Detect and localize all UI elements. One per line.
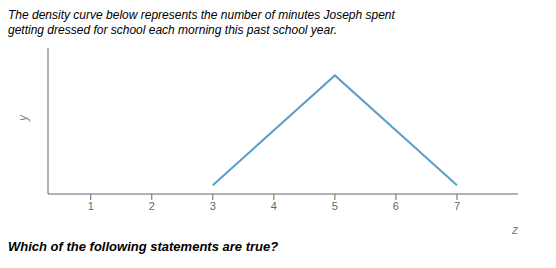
svg-text:4: 4 bbox=[271, 200, 277, 212]
svg-text:6: 6 bbox=[393, 200, 399, 212]
html-text:Which of the following stateme: Which of the following statements are tr… bbox=[8, 239, 279, 254]
svg-text:z: z bbox=[511, 223, 518, 234]
svg-text:7: 7 bbox=[454, 200, 460, 212]
html-text:The density curve below repres: The density curve below represents the n… bbox=[8, 8, 395, 22]
html-text:getting dressed for school eac: getting dressed for school each morning … bbox=[8, 23, 338, 37]
svg-text:2: 2 bbox=[149, 200, 155, 212]
svg-text:3: 3 bbox=[210, 200, 216, 212]
svg-text:1: 1 bbox=[88, 200, 94, 212]
svg-text:5: 5 bbox=[332, 200, 338, 212]
svg-text:y: y bbox=[16, 114, 30, 122]
